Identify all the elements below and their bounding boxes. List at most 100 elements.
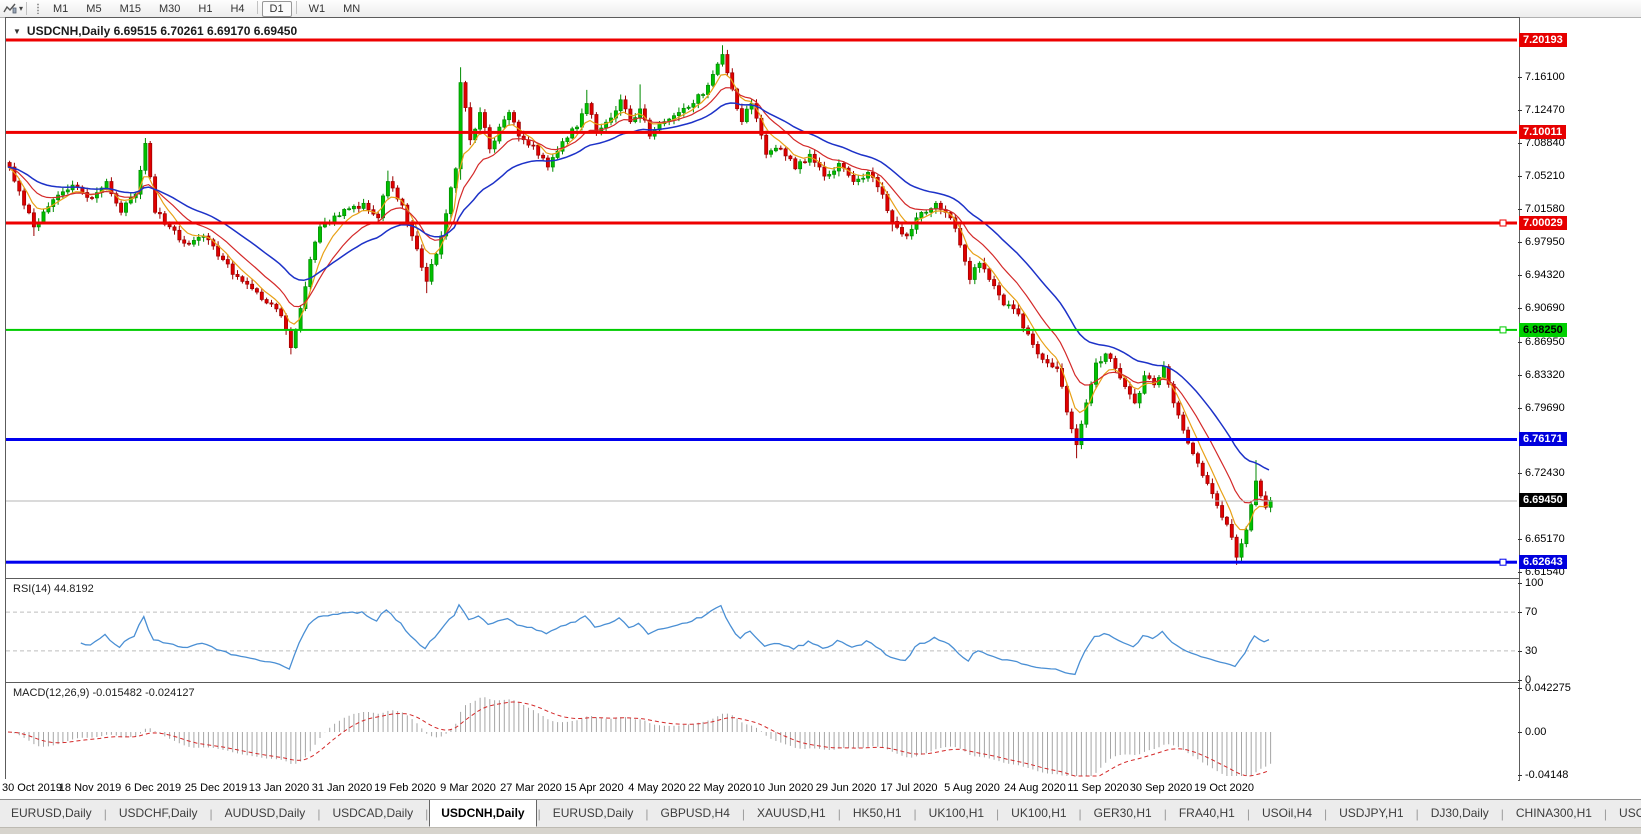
chart-tab-usdchf-daily[interactable]: USDCHF,Daily xyxy=(118,806,198,820)
tab-separator: | xyxy=(1246,807,1250,821)
timeframe-button-m5[interactable]: M5 xyxy=(86,2,102,15)
price-tick-label: 6.86950 xyxy=(1518,336,1565,349)
price-tick-label: 7.08840 xyxy=(1518,137,1565,150)
toolbar-grip[interactable] xyxy=(36,3,41,14)
chart-tab-audusd-daily[interactable]: AUDUSD,Daily xyxy=(224,806,306,820)
macd-axis-label: 0.00 xyxy=(1518,726,1546,739)
axis-tick-mark xyxy=(1518,110,1522,112)
status-strip xyxy=(0,827,1641,834)
chart-tab-gbpusd-h4[interactable]: GBPUSD,H4 xyxy=(660,806,730,820)
price-chart-canvas[interactable] xyxy=(6,18,1517,577)
price-tick-label: 7.12470 xyxy=(1518,104,1565,117)
price-level-badge: 7.20193 xyxy=(1519,33,1567,48)
date-axis-label: 22 May 2020 xyxy=(688,782,752,794)
axis-tick-mark xyxy=(1518,341,1522,343)
date-axis-label: 11 Sep 2020 xyxy=(1067,782,1129,794)
price-level-badge: 6.62643 xyxy=(1519,555,1567,570)
rsi-axis-label: 0 xyxy=(1518,674,1531,687)
timeframe-button-h1[interactable]: H1 xyxy=(198,2,213,15)
chart-tab-eurusd-daily[interactable]: EURUSD,Daily xyxy=(552,806,634,820)
chart-tab-usdjpy-h1[interactable]: USDJPY,H1 xyxy=(1339,806,1404,820)
axis-tick-mark xyxy=(1518,374,1522,376)
axis-tick-mark xyxy=(1518,473,1522,475)
symbol-ohlc-label: USDCNH,Daily 6.69515 6.70261 6.69170 6.6… xyxy=(26,24,298,38)
chevron-down-icon: ▾ xyxy=(19,3,24,13)
date-axis-label: 10 Jun 2020 xyxy=(752,782,814,794)
date-axis-label: 15 Apr 2020 xyxy=(564,782,624,794)
axis-tick-mark xyxy=(1518,307,1522,309)
price-level-badge: 6.69450 xyxy=(1519,493,1567,508)
macd-axis-label: -0.04148 xyxy=(1518,769,1568,782)
timeframe-button-m15[interactable]: M15 xyxy=(119,2,141,15)
macd-panel[interactable]: MACD(12,26,9) -0.015482 -0.024127 xyxy=(5,682,1520,781)
toolbar-separator xyxy=(295,0,297,14)
tab-separator: | xyxy=(1415,807,1419,821)
timeframe-button-mn[interactable]: MN xyxy=(343,2,361,15)
price-tick-label: 6.94320 xyxy=(1518,269,1565,282)
timeframe-button-w1[interactable]: W1 xyxy=(308,2,326,15)
chart-tab-fra40-h1[interactable]: FRA40,H1 xyxy=(1178,806,1235,820)
collapse-icon[interactable]: ▼ xyxy=(13,26,21,36)
timeframe-button-d1[interactable]: D1 xyxy=(261,0,292,17)
timeframe-button-h4[interactable]: H4 xyxy=(230,2,245,15)
chart-tab-dj30-daily[interactable]: DJ30,Daily xyxy=(1430,806,1489,820)
axis-tick-mark xyxy=(1518,732,1522,733)
price-level-badge: 6.76171 xyxy=(1519,432,1567,447)
chart-tab-usdcad-daily[interactable]: USDCAD,Daily xyxy=(332,806,414,820)
chart-tab-uk100-h1[interactable]: UK100,H1 xyxy=(1011,806,1067,820)
chart-tab-uk100-h1[interactable]: UK100,H1 xyxy=(928,806,985,820)
price-tick-label: 6.79690 xyxy=(1518,402,1565,415)
price-tick-label: 7.05210 xyxy=(1518,170,1565,183)
chart-tab-usoil-h4[interactable]: USOil,H4 xyxy=(1261,806,1312,820)
axis-tick-mark xyxy=(1518,583,1522,584)
price-tick-label: 7.16100 xyxy=(1518,71,1565,84)
axis-tick-mark xyxy=(1518,680,1522,681)
date-axis-label: 30 Oct 2019 xyxy=(2,782,62,794)
price-tick-label: 6.72430 xyxy=(1518,467,1565,480)
rsi-axis-label: 30 xyxy=(1518,645,1537,658)
chart-tab-eurusd-daily[interactable]: EURUSD,Daily xyxy=(11,806,92,820)
timeframe-button-m30[interactable]: M30 xyxy=(158,2,181,15)
date-axis-label: 13 Jan 2020 xyxy=(248,782,310,794)
date-axis-label: 30 Sep 2020 xyxy=(1129,782,1193,794)
axis-tick-mark xyxy=(1518,241,1522,243)
date-axis-label: 17 Jul 2020 xyxy=(880,782,938,794)
tab-separator: | xyxy=(317,807,321,821)
macd-chart-canvas[interactable] xyxy=(6,683,1517,778)
tab-separator: | xyxy=(913,807,917,821)
chart-tab-ger30-h1[interactable]: GER30,H1 xyxy=(1093,806,1152,820)
chart-tab-hk50-h1[interactable]: HK50,H1 xyxy=(852,806,902,820)
date-axis-label: 9 Mar 2020 xyxy=(440,782,496,794)
tab-separator: | xyxy=(1603,807,1608,821)
tab-separator: | xyxy=(741,807,746,821)
top-toolbar: ▾ M1 M5 M15 M30 H1 H4 D1 W1 MN xyxy=(0,0,1641,18)
rsi-label: RSI(14) 44.8192 xyxy=(13,583,94,595)
price-level-badge: 7.00029 xyxy=(1519,215,1567,230)
date-axis-label: 25 Dec 2019 xyxy=(184,782,248,794)
timeframe-button-m1[interactable]: M1 xyxy=(53,2,69,15)
date-axis-label: 29 Jun 2020 xyxy=(815,782,877,794)
axis-tick-mark xyxy=(1518,407,1522,409)
chart-tab-usoil-h1[interactable]: USOil,H1 xyxy=(1619,806,1641,820)
date-axis-label: 18 Nov 2019 xyxy=(58,782,122,794)
date-axis: 30 Oct 2019 18 Nov 2019 6 Dec 2019 25 Dec 2… xyxy=(0,779,1518,799)
date-axis-label: 27 Mar 2020 xyxy=(500,782,562,794)
rsi-panel[interactable]: RSI(14) 44.8192 xyxy=(5,578,1520,684)
main-chart-panel[interactable]: ▼ USDCNH,Daily 6.69515 6.70261 6.69170 6… xyxy=(5,17,1520,580)
chart-pointer-icon[interactable]: ▾ xyxy=(3,2,23,15)
axis-tick-mark xyxy=(1518,175,1522,177)
date-axis-label: 4 May 2020 xyxy=(628,782,686,794)
chart-tab-china300-h1[interactable]: CHINA300,H1 xyxy=(1515,806,1592,820)
chart-tab-bar: EURUSD,Daily | USDCHF,Daily | AUDUSD,Daily | U… xyxy=(0,799,1641,828)
rsi-chart-canvas[interactable] xyxy=(6,579,1517,681)
axis-tick-mark xyxy=(1518,143,1522,145)
chart-tab-usdcnh-daily[interactable]: USDCNH,Daily xyxy=(429,800,537,827)
axis-tick-mark xyxy=(1518,274,1522,276)
price-tick-label: 6.90690 xyxy=(1518,302,1565,315)
chart-tab-xauusd-h1[interactable]: XAUUSD,H1 xyxy=(757,806,826,820)
price-tick-label: 7.01580 xyxy=(1518,203,1565,216)
date-axis-label: 19 Feb 2020 xyxy=(374,782,436,794)
axis-tick-mark xyxy=(1518,650,1522,652)
date-axis-label: 19 Oct 2020 xyxy=(1194,782,1254,794)
rsi-axis-label: 70 xyxy=(1518,606,1537,619)
